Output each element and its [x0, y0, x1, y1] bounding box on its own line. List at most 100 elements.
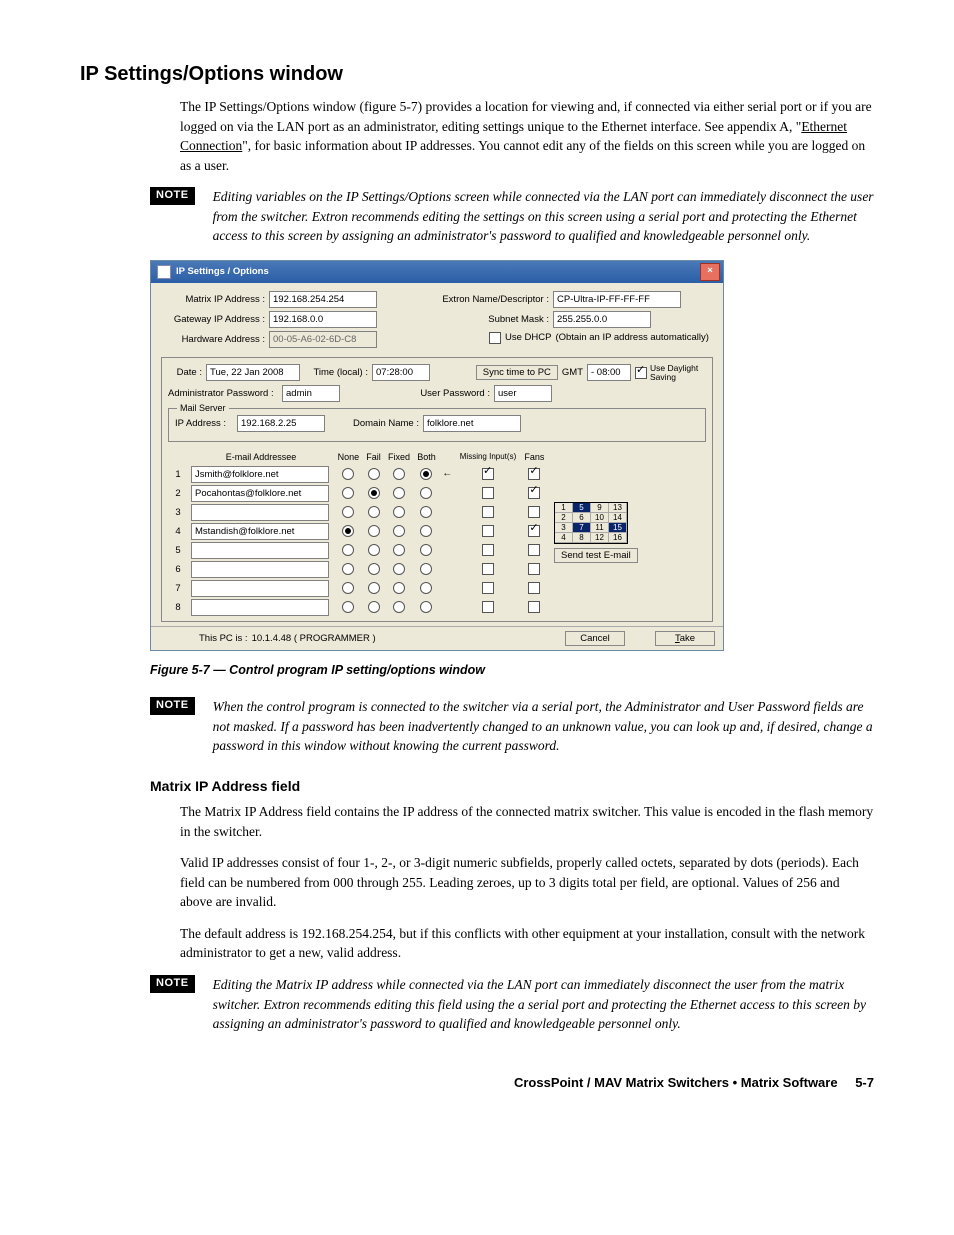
fixed-radio[interactable]	[393, 563, 405, 575]
fixed-radio[interactable]	[393, 525, 405, 537]
fail-radio[interactable]	[368, 544, 380, 556]
none-radio[interactable]	[342, 544, 354, 556]
take-button[interactable]: Take	[655, 631, 715, 646]
grid-cell[interactable]: 7	[573, 523, 591, 533]
email-input[interactable]: Jsmith@folklore.net	[191, 466, 329, 483]
fixed-radio[interactable]	[393, 601, 405, 613]
subnet-mask-input[interactable]: 255.255.0.0	[553, 311, 651, 328]
time-input[interactable]: 07:28:00	[372, 364, 430, 381]
fixed-radio[interactable]	[393, 544, 405, 556]
grid-cell[interactable]: 3	[555, 523, 573, 533]
grid-cell[interactable]: 13	[609, 503, 627, 513]
grid-cell[interactable]: 12	[591, 533, 609, 543]
fail-radio[interactable]	[368, 525, 380, 537]
user-pw-input[interactable]: user	[494, 385, 552, 402]
grid-cell[interactable]: 1	[555, 503, 573, 513]
email-input[interactable]: Mstandish@folklore.net	[191, 523, 329, 540]
mail-ip-input[interactable]: 192.168.2.25	[237, 415, 325, 432]
fans-checkbox[interactable]	[528, 468, 540, 480]
email-input[interactable]	[191, 504, 329, 521]
missing-checkbox[interactable]	[482, 525, 494, 537]
hardware-address-input: 00-05-A6-02-6D-C8	[269, 331, 377, 348]
fail-radio[interactable]	[368, 563, 380, 575]
both-radio[interactable]	[420, 544, 432, 556]
fans-checkbox[interactable]	[528, 506, 540, 518]
fixed-radio[interactable]	[393, 582, 405, 594]
fans-checkbox[interactable]	[528, 601, 540, 613]
daylight-checkbox[interactable]	[635, 367, 647, 379]
fail-radio[interactable]	[368, 601, 380, 613]
gateway-ip-label: Gateway IP Address :	[161, 313, 269, 327]
both-radio[interactable]	[420, 525, 432, 537]
email-input[interactable]	[191, 542, 329, 559]
fail-radio[interactable]	[368, 506, 380, 518]
fans-checkbox[interactable]	[528, 582, 540, 594]
grid-cell[interactable]: 14	[609, 513, 627, 523]
grid-cell[interactable]: 9	[591, 503, 609, 513]
fixed-radio[interactable]	[393, 506, 405, 518]
email-input[interactable]	[191, 561, 329, 578]
note-block-2: NOTE When the control program is connect…	[150, 697, 874, 756]
fail-radio[interactable]	[368, 487, 380, 499]
none-radio[interactable]	[342, 601, 354, 613]
both-radio[interactable]	[420, 468, 432, 480]
none-radio[interactable]	[342, 563, 354, 575]
fans-checkbox[interactable]	[528, 525, 540, 537]
extron-name-input[interactable]: CP-Ultra-IP-FF-FF-FF	[553, 291, 681, 308]
both-radio[interactable]	[420, 582, 432, 594]
grid-cell[interactable]: 4	[555, 533, 573, 543]
missing-checkbox[interactable]	[482, 601, 494, 613]
missing-checkbox[interactable]	[482, 506, 494, 518]
date-input[interactable]: Tue, 22 Jan 2008	[206, 364, 300, 381]
note-text-3: Editing the Matrix IP address while conn…	[213, 975, 874, 1034]
fixed-radio[interactable]	[393, 487, 405, 499]
grid-cell[interactable]: 10	[591, 513, 609, 523]
both-radio[interactable]	[420, 506, 432, 518]
domain-name-input[interactable]: folklore.net	[423, 415, 521, 432]
missing-checkbox[interactable]	[482, 487, 494, 499]
email-row: 6	[168, 560, 548, 579]
send-test-email-button[interactable]: Send test E-mail	[554, 548, 638, 563]
missing-checkbox[interactable]	[482, 544, 494, 556]
missing-checkbox[interactable]	[482, 563, 494, 575]
grid-cell[interactable]: 11	[591, 523, 609, 533]
email-input[interactable]	[191, 599, 329, 616]
admin-pw-input[interactable]: admin	[282, 385, 340, 402]
use-dhcp-checkbox[interactable]	[489, 332, 501, 344]
missing-checkbox[interactable]	[482, 582, 494, 594]
none-radio[interactable]	[342, 487, 354, 499]
fans-checkbox[interactable]	[528, 487, 540, 499]
none-radio[interactable]	[342, 525, 354, 537]
col-none: None	[334, 450, 363, 465]
both-radio[interactable]	[420, 487, 432, 499]
email-input[interactable]	[191, 580, 329, 597]
fail-radio[interactable]	[368, 468, 380, 480]
cancel-button[interactable]: Cancel	[565, 631, 625, 646]
grid-cell[interactable]: 5	[573, 503, 591, 513]
none-radio[interactable]	[342, 506, 354, 518]
gateway-ip-input[interactable]: 192.168.0.0	[269, 311, 377, 328]
grid-cell[interactable]: 16	[609, 533, 627, 543]
none-radio[interactable]	[342, 582, 354, 594]
row-number: 2	[168, 484, 188, 503]
fans-checkbox[interactable]	[528, 563, 540, 575]
input-grid[interactable]: 15913261014371115481216	[554, 502, 628, 544]
email-input[interactable]: Pocahontas@folklore.net	[191, 485, 329, 502]
both-radio[interactable]	[420, 601, 432, 613]
sync-time-button[interactable]: Sync time to PC	[476, 365, 558, 380]
fans-checkbox[interactable]	[528, 544, 540, 556]
hardware-address-label: Hardware Address :	[161, 333, 269, 347]
close-icon[interactable]: ×	[700, 263, 720, 281]
fail-radio[interactable]	[368, 582, 380, 594]
fixed-radio[interactable]	[393, 468, 405, 480]
grid-cell[interactable]: 15	[609, 523, 627, 533]
grid-cell[interactable]: 6	[573, 513, 591, 523]
both-radio[interactable]	[420, 563, 432, 575]
grid-cell[interactable]: 8	[573, 533, 591, 543]
missing-checkbox[interactable]	[482, 468, 494, 480]
none-radio[interactable]	[342, 468, 354, 480]
matrix-ip-input[interactable]: 192.168.254.254	[269, 291, 377, 308]
gmt-input[interactable]: - 08:00	[587, 364, 631, 381]
email-row: 3	[168, 503, 548, 522]
grid-cell[interactable]: 2	[555, 513, 573, 523]
